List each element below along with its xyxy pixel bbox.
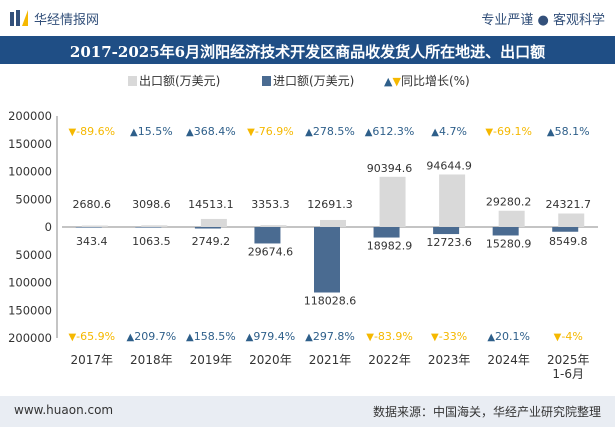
import-bar xyxy=(135,227,162,228)
export-value-label: 3098.6 xyxy=(132,198,171,211)
import-growth-label: ▼-83.9% xyxy=(366,330,413,343)
x-tick-label: 2019年 xyxy=(190,353,233,367)
export-value-label: 24321.7 xyxy=(545,198,591,211)
import-value-label: 15280.9 xyxy=(486,237,532,250)
brand-name: 华经情报网 xyxy=(34,13,100,28)
y-tick-label: 100000 xyxy=(8,276,52,290)
x-tick-label: 2018年 xyxy=(130,353,173,367)
import-bar xyxy=(314,227,340,293)
import-growth-label: ▼-33% xyxy=(431,330,467,343)
import-value-label: 18982.9 xyxy=(367,240,413,253)
export-growth-label: ▲612.3% xyxy=(365,125,415,138)
export-value-label: 2680.6 xyxy=(73,198,112,211)
export-bar xyxy=(141,225,168,227)
x-tick-label: 2025年 1-6月 xyxy=(547,353,590,381)
x-tick-label: 2022年 xyxy=(368,353,411,367)
import-growth-label: ▼-65.9% xyxy=(68,330,115,343)
export-bar xyxy=(498,210,525,227)
export-value-label: 14513.1 xyxy=(188,198,234,211)
import-growth-label: ▲297.8% xyxy=(305,330,355,343)
export-value-label: 29280.2 xyxy=(486,196,532,209)
x-tick-label: 2021年 xyxy=(309,353,352,367)
import-value-label: 1063.5 xyxy=(132,235,171,248)
export-growth-label: ▼-69.1% xyxy=(485,125,532,138)
footer: www.huaon.com 数据来源：中国海关，华经产业研究院整理 xyxy=(0,396,615,427)
import-bar xyxy=(194,227,221,229)
import-growth-label: ▲158.5% xyxy=(186,330,236,343)
export-value-label: 12691.3 xyxy=(307,198,353,211)
y-tick-label: 150000 xyxy=(8,137,52,151)
export-value-label: 3353.3 xyxy=(251,198,290,211)
export-growth-label: ▲4.7% xyxy=(431,125,467,138)
legend-import-label: 进口额(万美元) xyxy=(273,74,355,88)
legend-import-swatch xyxy=(262,76,271,86)
export-bar xyxy=(320,219,346,227)
export-growth-label: ▲15.5% xyxy=(130,125,173,138)
export-growth-label: ▲278.5% xyxy=(305,125,355,138)
chart-area: 200000 150000 100000 50000 0 50000 100000 15000… xyxy=(8,109,598,381)
x-tick-label: 2023年 xyxy=(428,353,471,367)
y-tick-label: 50000 xyxy=(15,248,52,262)
export-value-label: 90394.6 xyxy=(367,162,413,175)
x-tick-label: 2020年 xyxy=(249,353,292,367)
import-bar xyxy=(492,227,519,236)
import-value-label: 343.4 xyxy=(76,235,108,248)
import-bar xyxy=(552,227,579,232)
export-bar xyxy=(558,213,585,227)
import-growth-label: ▲209.7% xyxy=(127,330,177,343)
import-value-label: 2749.2 xyxy=(192,235,231,248)
import-growth-label: ▲20.1% xyxy=(487,330,530,343)
import-growth-label: ▼-4% xyxy=(554,330,583,343)
export-bar xyxy=(439,174,466,227)
export-bar xyxy=(81,225,108,227)
export-bar xyxy=(200,218,227,227)
website-link[interactable]: www.huaon.com xyxy=(14,403,114,417)
y-tick-label: 150000 xyxy=(8,303,52,317)
import-bar xyxy=(254,227,281,244)
export-bar xyxy=(379,176,406,227)
import-bar xyxy=(75,227,102,228)
y-tick-label: 0 xyxy=(45,220,52,234)
import-growth-label: ▲979.4% xyxy=(246,330,296,343)
legend-up-triangle-icon: ▲ xyxy=(384,75,393,88)
export-growth-label: ▲368.4% xyxy=(186,125,236,138)
chart-title: 2017-2025年6月浏阳经济技术开发区商品收发货人所在地进、出口额 xyxy=(69,43,546,61)
slogan: 专业严谨 ● 客观科学 xyxy=(481,13,605,28)
legend-growth: ▲▼同比增长(%) xyxy=(384,72,470,89)
legend-growth-label: 同比增长(%) xyxy=(400,74,470,88)
import-value-label: 8549.8 xyxy=(549,235,588,248)
legend-export: 出口额(万美元) xyxy=(128,72,220,89)
export-growth-label: ▼-89.6% xyxy=(68,125,115,138)
import-value-label: 118028.6 xyxy=(304,295,357,308)
import-bar xyxy=(373,227,400,238)
data-source: 数据来源：中国海关，华经产业研究院整理 xyxy=(372,405,601,419)
export-growth-label: ▲58.1% xyxy=(547,125,590,138)
y-tick-label: 100000 xyxy=(8,165,52,179)
x-tick-label: 2024年 xyxy=(487,353,530,367)
x-tick-label: 2017年 xyxy=(71,353,114,367)
header: 华经情报网 专业严谨 ● 客观科学 xyxy=(0,0,615,36)
legend-down-triangle-icon: ▼ xyxy=(392,75,401,88)
legend-import: 进口额(万美元) xyxy=(262,72,354,89)
legend: 出口额(万美元) 进口额(万美元) ▲▼同比增长(%) xyxy=(0,72,615,94)
y-tick-label: 50000 xyxy=(15,192,52,206)
export-bar xyxy=(260,225,287,227)
legend-export-swatch xyxy=(128,76,137,86)
export-value-label: 94644.9 xyxy=(426,159,472,172)
export-growth-label: ▼-76.9% xyxy=(247,125,294,138)
import-bar xyxy=(433,227,460,235)
import-value-label: 12723.6 xyxy=(426,236,472,249)
huajing-logo-icon xyxy=(10,10,28,26)
y-tick-label: 200000 xyxy=(8,331,52,345)
import-value-label: 29674.6 xyxy=(248,245,294,258)
legend-export-label: 出口额(万美元) xyxy=(139,74,221,88)
y-tick-label: 200000 xyxy=(8,109,52,123)
title-bar xyxy=(0,36,615,64)
